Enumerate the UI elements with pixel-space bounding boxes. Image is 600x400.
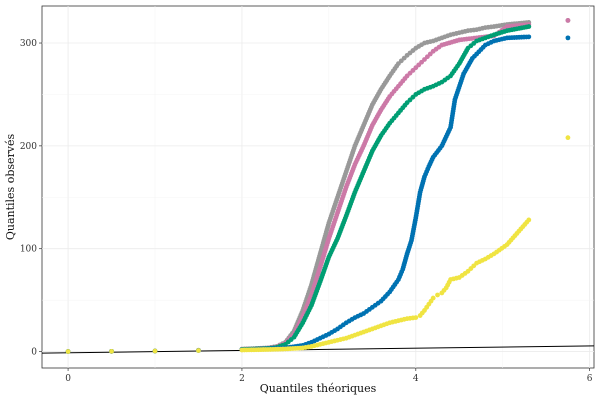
data-point: [526, 34, 532, 40]
y-tick-label: 100: [20, 245, 37, 255]
data-point: [526, 217, 532, 223]
x-axis-title: Quantiles théoriques: [260, 382, 377, 395]
reference-line-layer: [41, 345, 595, 354]
data-point: [109, 348, 114, 354]
y-axis-title: Quantiles observés: [4, 134, 17, 241]
data-point: [565, 17, 571, 23]
x-tick-label: 4: [413, 374, 419, 384]
x-tick-label: 6: [587, 374, 593, 384]
data-points-layer: [65, 17, 571, 354]
data-point: [152, 348, 158, 354]
y-tick-label: 200: [20, 142, 37, 152]
data-point: [526, 24, 532, 29]
x-tick-label: 2: [239, 374, 245, 384]
series-jaune: [65, 135, 571, 354]
axis-ticks: 0 2 4 6 0 100 200 300: [20, 39, 593, 384]
y-tick-label: 300: [20, 39, 37, 49]
data-point: [413, 315, 419, 321]
plot-panel: [41, 5, 595, 369]
reference-line: [41, 345, 595, 354]
y-tick-label: 0: [31, 348, 37, 358]
data-point: [435, 292, 440, 298]
data-point: [430, 295, 436, 301]
data-point: [196, 348, 201, 353]
data-point: [65, 349, 71, 354]
series-bleu: [65, 34, 571, 354]
data-point: [565, 135, 571, 141]
x-tick-label: 0: [65, 374, 71, 384]
data-point: [565, 35, 571, 41]
